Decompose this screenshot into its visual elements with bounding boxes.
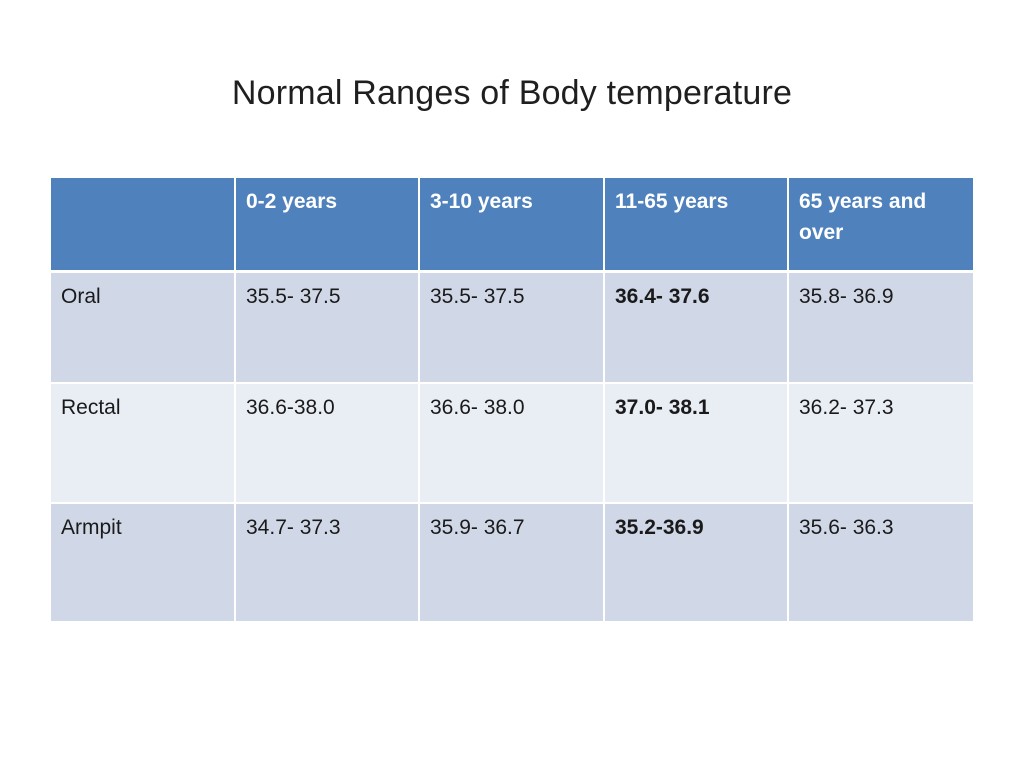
header-cell-age-11-65: 11-65 years [603,178,789,273]
table-row: Armpit 34.7- 37.3 35.9- 36.7 35.2-36.9 3… [51,503,973,623]
table-cell: 34.7- 37.3 [234,503,420,623]
table-cell: 35.9- 36.7 [418,503,605,623]
slide-title: Normal Ranges of Body temperature [231,74,793,112]
table-cell: 36.6-38.0 [234,383,420,504]
table-cell-highlight: 35.2-36.9 [603,503,789,623]
row-label-oral: Oral [51,271,236,384]
table-cell-highlight: 37.0- 38.1 [603,383,789,504]
header-cell-age-3-10: 3-10 years [418,178,605,273]
row-label-rectal: Rectal [51,383,236,504]
table-row: Oral 35.5- 37.5 35.5- 37.5 36.4- 37.6 35… [51,271,973,384]
table-cell: 35.5- 37.5 [418,271,605,384]
row-label-armpit: Armpit [51,503,236,623]
header-cell-age-65-over: 65 years and over [787,178,973,273]
table-cell: 35.6- 36.3 [787,503,973,623]
table-header-row: 0-2 years 3-10 years 11-65 years 65 year… [51,178,973,273]
table-cell: 36.2- 37.3 [787,383,973,504]
table-cell: 35.8- 36.9 [787,271,973,384]
header-cell-empty [51,178,236,273]
temperature-ranges-table: 0-2 years 3-10 years 11-65 years 65 year… [51,178,973,623]
table-cell: 35.5- 37.5 [234,271,420,384]
header-cell-age-0-2: 0-2 years [234,178,420,273]
table-row: Rectal 36.6-38.0 36.6- 38.0 37.0- 38.1 3… [51,383,973,504]
table-cell: 36.6- 38.0 [418,383,605,504]
table-cell-highlight: 36.4- 37.6 [603,271,789,384]
